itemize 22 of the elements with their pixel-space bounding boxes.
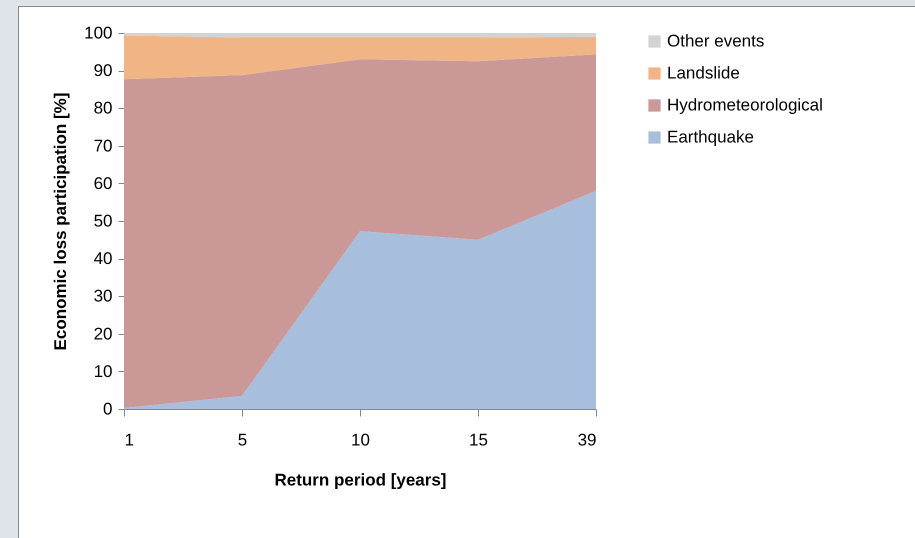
x-tick-label: 10 [351,430,370,450]
y-tick-label: 60 [94,174,112,193]
x-tick-label: 39 [578,430,596,450]
legend-label: Hydrometeorological [667,96,823,114]
y-tick-label: 100 [84,24,112,42]
x-tick-label: 1 [124,430,134,450]
y-tick-label: 30 [94,286,112,306]
y-tick-label: 20 [94,324,112,344]
legend-label: Landslide [667,64,740,82]
legend-label: Other events [667,32,764,50]
y-tick-label: 0 [103,400,112,418]
y-tick-label: 70 [94,136,112,156]
y-tick-label: 50 [94,212,112,230]
legend-label: Earthquake [667,128,754,146]
x-axis-title: Return period [years] [274,470,446,490]
y-tick-label: 90 [94,61,112,80]
x-tick-label: 5 [238,430,248,450]
y-tick-label: 80 [94,98,112,118]
x-tick-label: 15 [469,430,488,450]
y-axis-title: Economic loss participation [%] [51,92,70,350]
y-tick-label: 10 [94,362,112,381]
y-tick-label: 40 [94,249,112,268]
